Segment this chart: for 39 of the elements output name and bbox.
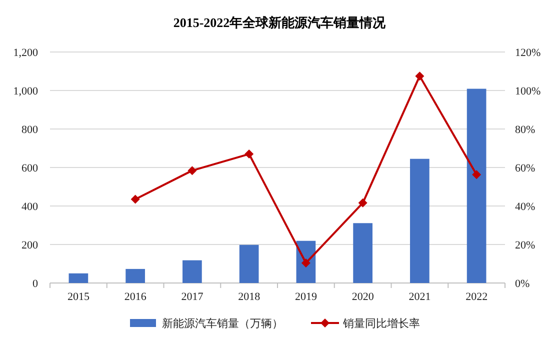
legend-label: 销量同比增长率: [342, 317, 420, 330]
y-tick-label: 800: [22, 124, 38, 136]
x-tick-label: 2015: [67, 291, 90, 303]
x-tick-label: 2022: [466, 291, 488, 303]
x-tick-label: 2018: [238, 291, 261, 303]
y-tick-label: 1,200: [13, 47, 38, 59]
point: [301, 258, 310, 268]
chart-title: 2015-2022年全球新能源汽车销量情况: [173, 15, 387, 30]
point: [244, 150, 254, 159]
bar: [239, 244, 259, 283]
point: [358, 198, 368, 208]
x-tick-label: 2021: [408, 291, 431, 303]
bar: [182, 260, 202, 283]
y2-tick-label: 100%: [515, 86, 541, 98]
y-tick-label: 400: [22, 201, 38, 213]
point: [188, 166, 197, 176]
bar: [126, 268, 145, 283]
bar: [68, 273, 88, 283]
y-tick-label: 1,000: [13, 86, 38, 98]
y2-tick-label: 60%: [515, 162, 536, 174]
x-tick-label: 2019: [294, 291, 318, 303]
point: [472, 170, 482, 180]
y-tick-label: 600: [22, 162, 38, 174]
y2-tick-label: 0%: [515, 278, 530, 290]
y2-tick-label: 120%: [515, 47, 541, 59]
y-tick-label: 200: [22, 240, 38, 252]
bar: [466, 88, 486, 283]
bar: [353, 223, 372, 283]
y2-tick-label: 80%: [515, 124, 536, 136]
y2-tick-label: 20%: [515, 240, 536, 252]
bar: [410, 158, 430, 283]
y2-tick-label: 40%: [515, 201, 536, 213]
point: [130, 194, 140, 204]
x-tick-label: 2016: [124, 291, 147, 303]
point: [415, 72, 424, 81]
y-tick-label: 0: [32, 278, 38, 290]
x-tick-label: 2020: [352, 291, 374, 303]
legend-label: 新能源汽车销量（万辆）: [162, 317, 283, 330]
x-tick-label: 2017: [181, 291, 204, 303]
